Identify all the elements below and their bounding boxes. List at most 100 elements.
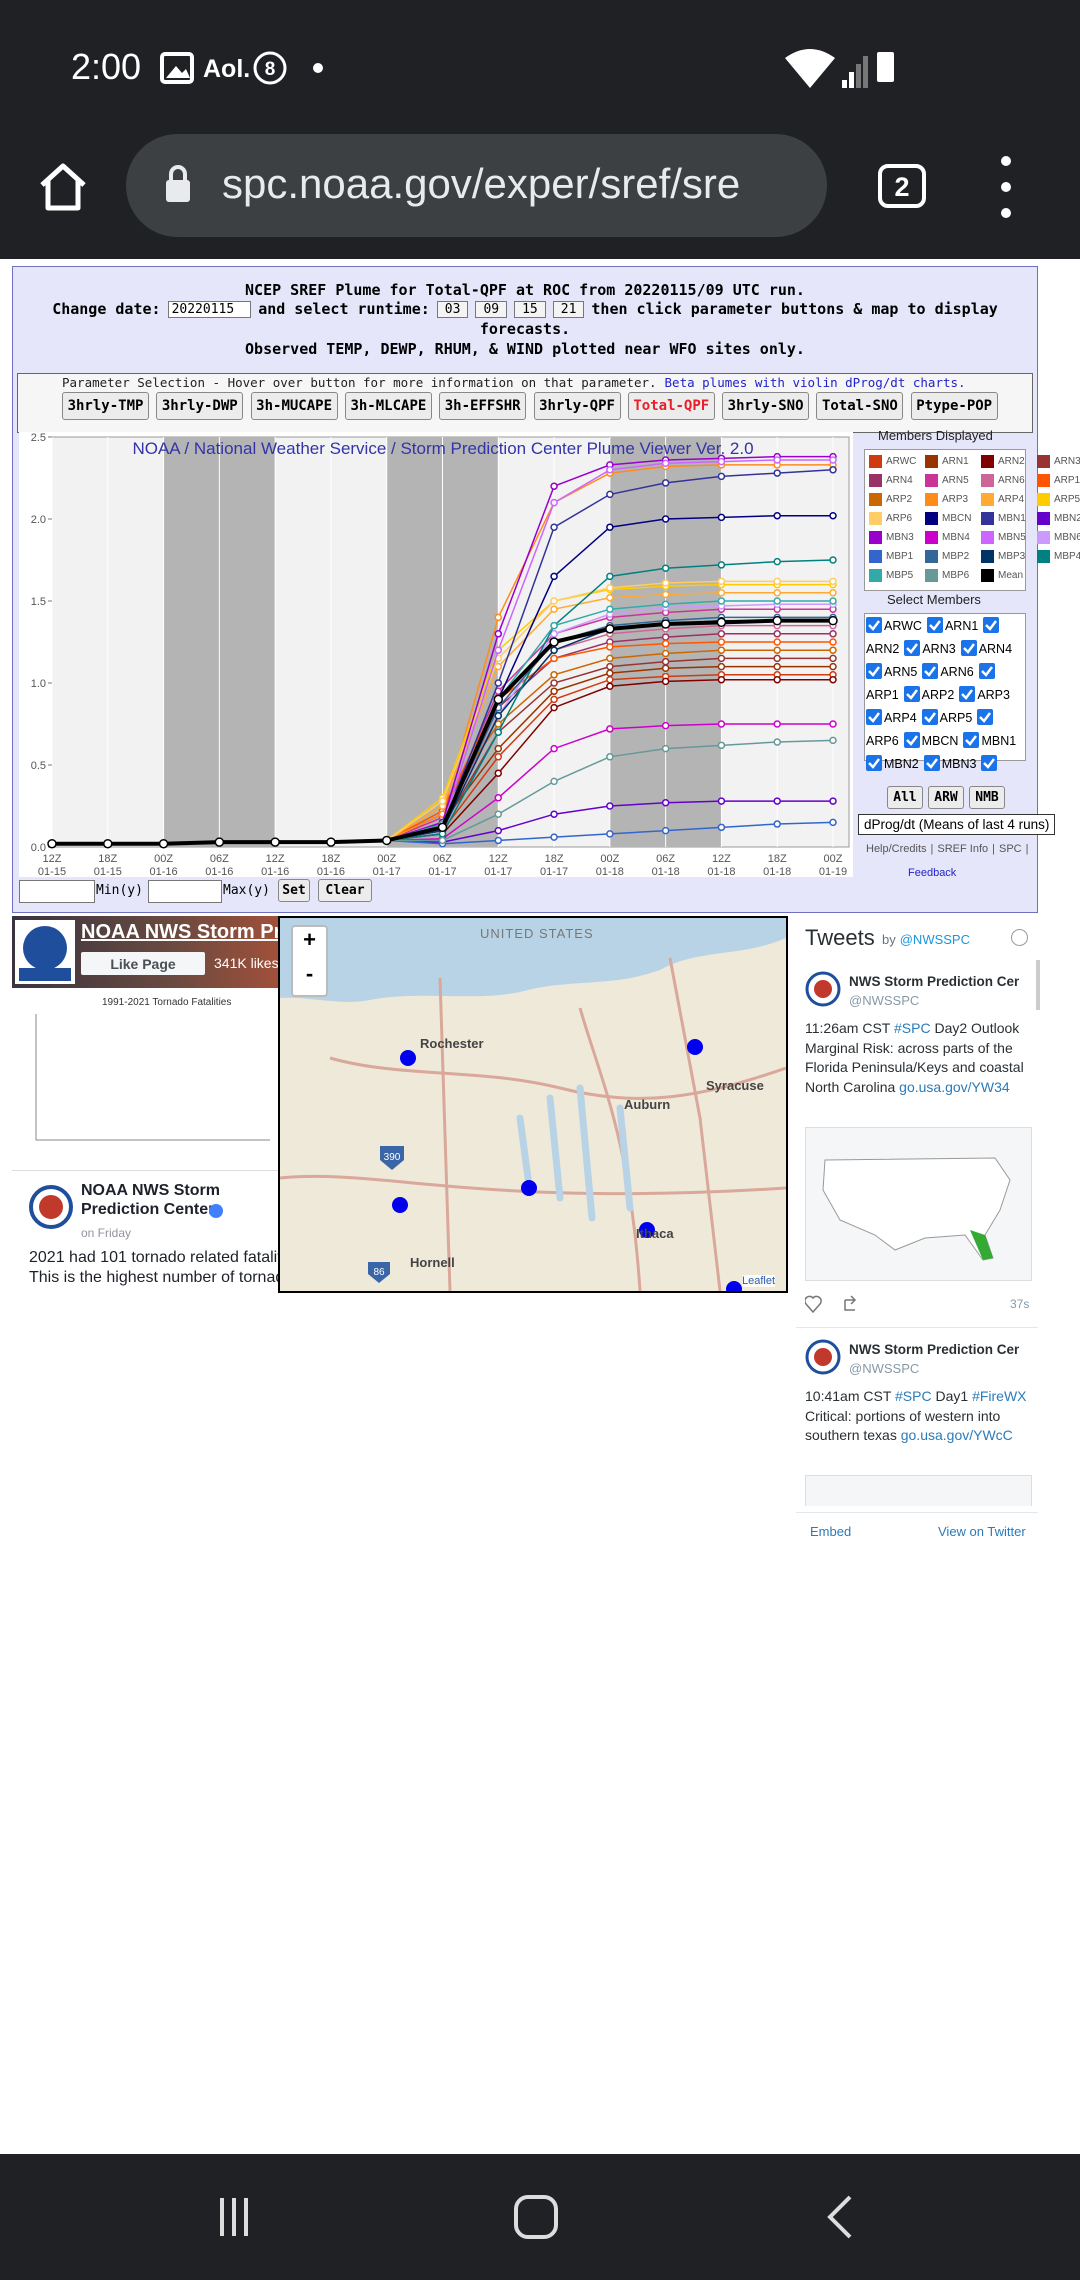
max-input[interactable] xyxy=(148,880,222,903)
checkbox-fill xyxy=(866,755,882,771)
legend-swatch xyxy=(869,569,882,582)
check xyxy=(985,620,998,631)
runtime-box[interactable]: 21 xyxy=(552,300,585,318)
x-tick-label: 18Z xyxy=(768,853,787,865)
beta-link[interactable]: Beta plumes with violin dProg/dt charts. xyxy=(664,375,966,390)
checkbox[interactable] xyxy=(866,755,882,771)
member-name: ARP3 xyxy=(977,688,1010,702)
point xyxy=(717,472,726,481)
param-button[interactable]: Total-SNO xyxy=(816,392,904,420)
note: Observed TEMP, DEWP, RHUM, & WIND plotte… xyxy=(245,340,805,358)
separator: | xyxy=(1025,843,1029,855)
risk-area xyxy=(970,1230,993,1260)
member-name: ARP4 xyxy=(884,711,917,725)
runtime-box[interactable]: 03 xyxy=(436,300,469,318)
date-select[interactable]: 20220115 xyxy=(167,300,252,318)
x-tick-date: 01-15 xyxy=(94,866,122,877)
zoom-in[interactable]: + xyxy=(303,927,316,952)
member-name: MBN1 xyxy=(981,734,1017,748)
fb-page-name[interactable]: NOAA NWS Storm Pre xyxy=(81,921,293,943)
point xyxy=(717,638,726,646)
param-button[interactable]: 3hrly-TMP xyxy=(62,392,149,420)
feedback-link[interactable]: Feedback xyxy=(908,867,957,879)
point xyxy=(550,687,558,695)
lock-icon xyxy=(169,165,187,181)
station-marker xyxy=(392,1197,408,1213)
select-box xyxy=(864,613,1026,761)
checkbox[interactable] xyxy=(903,732,920,748)
checkbox[interactable] xyxy=(959,686,976,702)
legend-label: ARN6 xyxy=(998,475,1025,486)
param-button[interactable]: 3h-MLCAPE xyxy=(344,392,432,420)
checkbox[interactable] xyxy=(963,732,980,748)
checkbox[interactable] xyxy=(904,640,921,656)
param-button[interactable]: Total-QPF xyxy=(627,392,715,420)
chart: 12Z01-1518Z01-1500Z01-1606Z01-1612Z01-16… xyxy=(31,432,850,877)
link[interactable]: Help/Credits xyxy=(866,843,927,855)
runtime-box[interactable]: 15 xyxy=(514,300,546,318)
param-button[interactable]: 3hrly-QPF xyxy=(533,392,621,420)
mean-button[interactable]: NMB xyxy=(969,786,1005,809)
runtime-box[interactable]: 09 xyxy=(475,300,508,318)
checkbox[interactable] xyxy=(921,709,938,725)
member-name: MBN2 xyxy=(884,757,919,771)
clear-button[interactable]: Clear xyxy=(318,879,372,902)
tweet-segment[interactable]: go.usa.gov/YW34 xyxy=(899,1078,1010,1095)
view-link[interactable]: View on Twitter xyxy=(938,1524,1026,1539)
link[interactable]: SPC xyxy=(999,843,1022,855)
point xyxy=(606,572,614,581)
url[interactable]: spc.noaa.gov/exper/sref/sre xyxy=(222,160,741,207)
x-tick-label: 18Z xyxy=(98,853,117,865)
zoom-control xyxy=(291,925,328,997)
mean-button[interactable]: All xyxy=(887,786,923,809)
tweet-segment[interactable]: go.usa.gov/YWcC xyxy=(900,1427,1013,1443)
y-tick-label: 1.0 xyxy=(31,678,46,690)
check xyxy=(905,735,918,746)
param-button[interactable]: 3h-EFFSHR xyxy=(439,392,527,420)
param-button[interactable]: 3hrly-SNO xyxy=(722,392,810,420)
share-icon xyxy=(844,1295,857,1311)
set-button[interactable]: Set xyxy=(278,879,310,902)
legend-label: ARN4 xyxy=(886,475,913,486)
checkbox-fill xyxy=(922,663,939,679)
checkbox[interactable] xyxy=(923,755,940,771)
link[interactable]: SREF Info xyxy=(937,843,989,855)
checkbox[interactable] xyxy=(977,709,994,725)
checkbox[interactable] xyxy=(960,640,977,656)
point xyxy=(606,593,614,602)
point xyxy=(661,721,670,730)
checkbox[interactable] xyxy=(926,617,943,633)
point xyxy=(773,638,781,646)
attribution[interactable]: Leaflet xyxy=(742,1275,776,1287)
param-button[interactable]: 3hrly-DWP xyxy=(156,392,244,420)
checkbox[interactable] xyxy=(981,755,998,771)
tweet-segment[interactable]: #SPC xyxy=(893,1020,931,1036)
checkbox[interactable] xyxy=(866,709,882,725)
legend-label: ARN2 xyxy=(998,456,1025,467)
point xyxy=(606,725,614,733)
checkbox[interactable] xyxy=(922,663,939,679)
checkbox[interactable] xyxy=(866,617,882,633)
checkbox[interactable] xyxy=(983,617,1000,633)
checkbox[interactable] xyxy=(866,663,882,679)
zoom-out[interactable]: - xyxy=(305,961,314,986)
x-tick-date: 01-17 xyxy=(484,866,512,877)
checkbox-fill xyxy=(960,640,977,656)
checkbox[interactable] xyxy=(903,686,920,702)
legend-swatch xyxy=(869,512,882,525)
checkbox[interactable] xyxy=(978,663,995,679)
param-button[interactable]: Ptype-POP xyxy=(910,392,998,420)
mean-button[interactable]: ARW xyxy=(928,786,964,809)
lake xyxy=(280,918,786,1002)
check xyxy=(905,689,918,700)
handle[interactable]: @NWSSPC xyxy=(899,932,970,947)
min-input[interactable] xyxy=(19,880,95,903)
home-icon xyxy=(40,163,86,211)
tweet-segment[interactable]: #SPC xyxy=(895,1388,932,1404)
point xyxy=(606,605,614,613)
tweet-segment[interactable]: #FireWX xyxy=(972,1388,1027,1404)
param-button[interactable]: 3h-MUCAPE xyxy=(250,392,338,420)
fb-like-button[interactable]: Like Page xyxy=(81,952,205,975)
embed-link[interactable]: Embed xyxy=(810,1524,852,1539)
